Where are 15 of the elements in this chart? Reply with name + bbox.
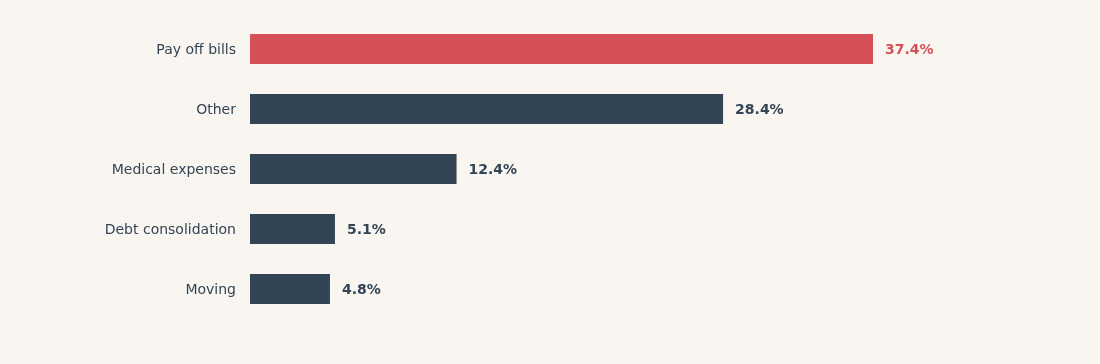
data-label: 28.4% xyxy=(735,100,784,117)
y-tick-label: Debt consolidation xyxy=(104,220,236,237)
data-label: 37.4% xyxy=(885,40,934,57)
data-label: 4.8% xyxy=(341,280,381,297)
y-tick-label: Other xyxy=(196,100,237,117)
bar xyxy=(250,94,724,124)
data-label: 5.1% xyxy=(346,220,386,237)
data-label: 12.4% xyxy=(468,160,518,177)
y-tick-label: Moving xyxy=(185,280,236,297)
bar xyxy=(250,214,335,244)
bar xyxy=(250,274,330,304)
bar xyxy=(250,154,457,184)
y-tick-label: Pay off bills xyxy=(156,40,236,57)
y-tick-label: Medical expenses xyxy=(111,160,236,177)
bar xyxy=(250,34,873,64)
